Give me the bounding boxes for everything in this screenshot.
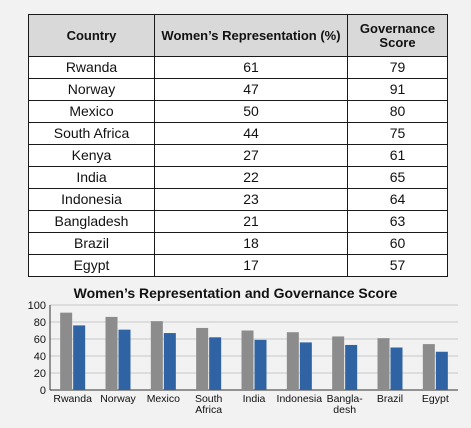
cell-country: Mexico: [28, 100, 155, 123]
cell-country: Kenya: [28, 144, 155, 167]
bar-series-1: [105, 316, 118, 390]
cell-governance-score: 57: [347, 254, 448, 277]
cell-governance-score: 65: [347, 166, 448, 189]
cell-womens-representation: 27: [154, 144, 348, 167]
table-row: Brazil 18 60: [28, 232, 448, 255]
table-row: Mexico 50 80: [28, 100, 448, 123]
data-table-container: Country Women’s Representation (%) Gover…: [28, 14, 448, 277]
cell-country: Indonesia: [28, 188, 155, 211]
cell-womens-representation: 44: [154, 122, 348, 145]
bar-series-1: [286, 332, 299, 390]
cell-womens-representation: 22: [154, 166, 348, 189]
x-tick-label: India: [243, 393, 266, 405]
table-row: South Africa 44 75: [28, 122, 448, 145]
cell-country: Brazil: [28, 232, 155, 255]
y-tick-label: 80: [34, 317, 46, 329]
x-tick-label: Indonesia: [277, 393, 323, 405]
cell-womens-representation: 18: [154, 232, 348, 255]
bar-series-2: [254, 339, 267, 390]
cell-country: India: [28, 166, 155, 189]
bar-series-1: [241, 330, 254, 390]
cell-governance-score: 60: [347, 232, 448, 255]
y-tick-label: 20: [34, 368, 46, 380]
bar-series-1: [422, 344, 435, 390]
x-tick-label: Egypt: [422, 393, 449, 405]
bar-chart: 0 20 40 60 80 100 Rwanda Norway Mexico SouthAfric…: [28, 300, 458, 416]
cell-governance-score: 63: [347, 210, 448, 233]
table-row: India 22 65: [28, 166, 448, 189]
table-row: Bangladesh 21 63: [28, 210, 448, 233]
table-row: Rwanda 61 79: [28, 56, 448, 79]
x-tick-label: South: [195, 393, 223, 405]
bar-series-2: [435, 351, 448, 390]
y-tick-label: 60: [34, 334, 46, 346]
cell-country: South Africa: [28, 122, 155, 145]
cell-womens-representation: 21: [154, 210, 348, 233]
cell-governance-score: 80: [347, 100, 448, 123]
y-tick-label: 100: [28, 300, 46, 312]
cell-country: Egypt: [28, 254, 155, 277]
y-tick-label: 40: [34, 351, 46, 363]
x-tick-label: Brazil: [377, 393, 403, 405]
table-header-row: Country Women’s Representation (%) Gover…: [28, 14, 448, 57]
bar-series-1: [377, 338, 390, 390]
cell-governance-score: 64: [347, 188, 448, 211]
cell-governance-score: 91: [347, 78, 448, 101]
cell-womens-representation: 17: [154, 254, 348, 277]
x-tick-label: desh: [333, 404, 356, 416]
cell-country: Rwanda: [28, 56, 155, 79]
table-row: Norway 47 91: [28, 78, 448, 101]
cell-country: Bangladesh: [28, 210, 155, 233]
data-table: Country Women’s Representation (%) Gover…: [28, 14, 448, 277]
table-row: Indonesia 23 64: [28, 188, 448, 211]
chart-title: Women’s Representation and Governance Sc…: [73, 285, 398, 301]
cell-country: Norway: [28, 78, 155, 101]
bar-series-2: [345, 344, 358, 390]
x-tick-label: Bangla-: [327, 393, 364, 405]
bar-series-1: [150, 321, 163, 390]
bar-series-2: [73, 325, 86, 390]
cell-governance-score: 79: [347, 56, 448, 79]
x-tick-label: Rwanda: [53, 393, 92, 405]
x-tick-label: Norway: [100, 393, 136, 405]
bar-series-2: [299, 342, 312, 390]
cell-womens-representation: 50: [154, 100, 348, 123]
bar-series-2: [163, 333, 176, 390]
cell-womens-representation: 61: [154, 56, 348, 79]
bar-series-2: [390, 347, 403, 390]
table-row: Kenya 27 61: [28, 144, 448, 167]
cell-governance-score: 75: [347, 122, 448, 145]
bar-series-2: [118, 329, 131, 390]
x-tick-label: Africa: [195, 404, 222, 416]
cell-governance-score: 61: [347, 144, 448, 167]
header-country: Country: [28, 14, 155, 57]
table-row: Egypt 17 57: [28, 254, 448, 277]
cell-womens-representation: 47: [154, 78, 348, 101]
cell-womens-representation: 23: [154, 188, 348, 211]
bar-series-1: [196, 327, 209, 390]
bar-series-2: [209, 337, 222, 390]
bar-series-1: [332, 336, 345, 390]
bar-series-1: [60, 312, 73, 390]
y-tick-label: 0: [40, 385, 46, 397]
x-tick-label: Mexico: [147, 393, 180, 405]
header-governance-score: Governance Score: [347, 14, 448, 57]
header-womens-representation: Women’s Representation (%): [154, 14, 348, 57]
